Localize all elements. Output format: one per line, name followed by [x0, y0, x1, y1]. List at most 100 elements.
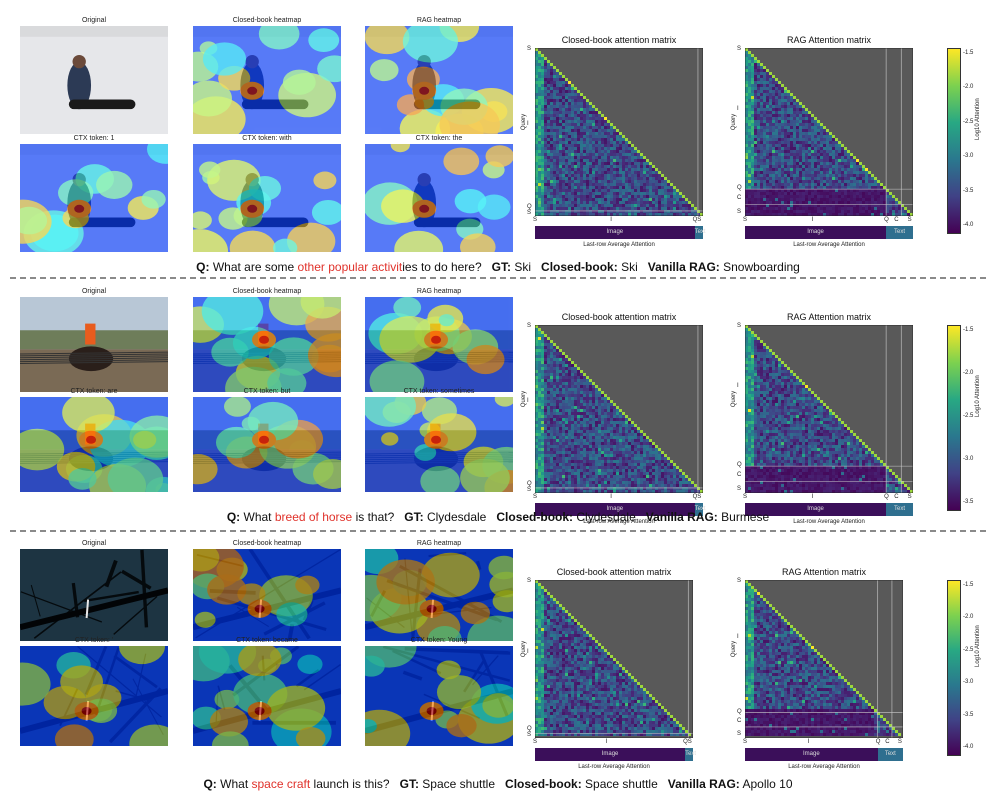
- rag-heatmap-title: RAG heatmap: [416, 288, 462, 295]
- closed-book-ytick: Q: [527, 203, 532, 210]
- rag-attention-matrix: [745, 325, 913, 493]
- caption-q-post: ies to do here?: [402, 260, 482, 274]
- rag-attention-matrix: [745, 48, 913, 216]
- rag-ytick: S: [737, 45, 742, 52]
- original-image: [20, 26, 168, 134]
- closed-book-heatmap-title: Closed-book heatmap: [232, 17, 302, 24]
- closed-book-image-bar: Image: [535, 226, 695, 239]
- colorbar-tick: -4.0: [963, 744, 974, 750]
- caption-gt: Clydesdale: [426, 510, 487, 524]
- closed-book-xtick: I: [610, 217, 612, 223]
- rag-matrix-title: RAG Attention matrix: [786, 35, 872, 45]
- panel-row-2: Original Closed-book heatmap RAG heatmap CT…: [0, 275, 996, 530]
- ctx-heatmap-2: [193, 397, 341, 492]
- ctx-heatmap-1: [20, 646, 168, 746]
- colorbar-label: Log10 Attention: [975, 625, 981, 667]
- ctx-heatmap-1-title: CTX token: are: [70, 388, 118, 395]
- rag-text-bar: Text: [886, 503, 913, 516]
- closed-book-ytick: S: [527, 577, 532, 584]
- ctx-heatmap-2-title: CTX token: but: [243, 388, 291, 395]
- ctx-heatmap-3-title: CTX token: Young: [410, 637, 468, 644]
- rag-xtick: S: [897, 739, 902, 745]
- ctx-heatmap-1: [20, 144, 168, 252]
- colorbar-tick: -3.0: [963, 679, 974, 686]
- caption-rag: Apollo 10: [742, 777, 793, 791]
- closed-book-attention-matrix: [535, 580, 693, 738]
- rag-heatmap: [365, 26, 513, 134]
- original-image: [20, 549, 168, 641]
- rag-xtick: I: [811, 217, 814, 223]
- ctx-heatmap-1-title: CTX token: 1: [73, 135, 115, 142]
- colorbar-tick: -3.5: [963, 187, 974, 194]
- colorbar-label: Log10 Attention: [975, 375, 981, 417]
- rag-ytick: S: [737, 485, 742, 492]
- rag-xlabel: Last-row Average Attention: [793, 242, 865, 248]
- rag-heatmap: [365, 549, 513, 641]
- rag-image-bar-label: Image: [807, 506, 824, 512]
- caption-q-pre: What: [220, 777, 252, 791]
- caption-q-pre: What are some: [212, 260, 298, 274]
- ctx-heatmap-3-title: CTX token: sometimes: [403, 388, 475, 395]
- colorbar-tick: -3.5: [963, 499, 974, 505]
- original-image-title: Original: [81, 540, 107, 547]
- rag-xlabel: Last-row Average Attention: [793, 519, 865, 525]
- caption-q-post: is that?: [352, 510, 395, 524]
- closed-book-text-bar-label: Text: [685, 751, 697, 757]
- closed-book-text-bar-label: Text: [694, 229, 706, 235]
- caption-q-label: Q:: [203, 777, 217, 791]
- colorbar-tick: -3.5: [963, 711, 974, 718]
- ctx-heatmap-2: [193, 144, 341, 252]
- original-image-title: Original: [81, 17, 107, 24]
- closed-book-ytick: I: [527, 398, 529, 405]
- rag-xtick: Q: [884, 494, 889, 500]
- rag-xtick: S: [743, 739, 748, 745]
- rag-ytick: I: [737, 106, 739, 113]
- colorbar-label: Log10 Attention: [975, 98, 981, 140]
- rag-ytick: S: [737, 322, 742, 329]
- colorbar-tick: -2.5: [963, 118, 974, 125]
- closed-book-attention-matrix: [535, 325, 703, 493]
- rag-image-bar-label: Image: [807, 229, 824, 235]
- rag-text-bar-label: Text: [894, 506, 906, 512]
- caption-rag-label: Vanilla RAG:: [667, 777, 740, 791]
- closed-book-ytick: I: [527, 648, 529, 655]
- rag-xtick: C: [894, 494, 899, 500]
- rag-xtick: I: [807, 739, 810, 745]
- colorbar-tick: -1.5: [963, 582, 974, 588]
- closed-book-xtick: QS: [692, 494, 702, 500]
- rag-ytick: S: [737, 208, 742, 215]
- question-caption-3: Q: What space craft launch is this? GT: …: [0, 777, 996, 791]
- caption-cb-label: Closed-book:: [496, 510, 574, 524]
- rag-text-bar-label: Text: [884, 751, 896, 757]
- ctx-heatmap-3: [365, 397, 513, 492]
- caption-gt-label: GT:: [404, 510, 424, 524]
- question-caption-1: Q: What are some other popular activitie…: [0, 260, 996, 274]
- closed-book-matrix-title: Closed-book attention matrix: [561, 312, 677, 322]
- closed-book-ytick: S: [527, 45, 532, 52]
- closed-book-xtick: QS: [692, 217, 702, 223]
- rag-heatmap-title: RAG heatmap: [416, 17, 462, 24]
- rag-ytick: S: [737, 577, 742, 584]
- ctx-heatmap-2-title: CTX token: with: [242, 135, 292, 142]
- closed-book-text-bar-label: Text: [694, 506, 706, 512]
- caption-gt-label: GT:: [491, 260, 512, 274]
- rag-image-bar-label: Image: [803, 751, 820, 757]
- caption-cb-label: Closed-book:: [505, 777, 582, 791]
- rag-xtick: C: [885, 739, 890, 745]
- colorbar-tick: -2.0: [963, 370, 974, 376]
- colorbar-tick: -2.0: [963, 614, 974, 621]
- caption-q-pre: What: [243, 510, 275, 524]
- closed-book-image-bar-label: Image: [606, 229, 624, 235]
- colorbar-tick: -2.5: [963, 646, 974, 653]
- closed-book-heatmap-title: Closed-book heatmap: [232, 540, 302, 547]
- closed-book-text-bar: Text: [685, 748, 697, 761]
- caption-q-label: Q:: [196, 260, 210, 274]
- ctx-heatmap-2-title: CTX token: became: [236, 637, 298, 644]
- rag-ytick: I: [737, 634, 739, 641]
- closed-book-xtick: I: [610, 494, 612, 500]
- closed-book-xlabel: Last-row Average Attention: [583, 242, 655, 248]
- rag-text-bar: Text: [877, 748, 903, 761]
- ctx-heatmap-1-title: CTX token: ': [74, 637, 114, 644]
- colorbar-tick: -1.5: [963, 327, 974, 333]
- original-image: [20, 297, 168, 392]
